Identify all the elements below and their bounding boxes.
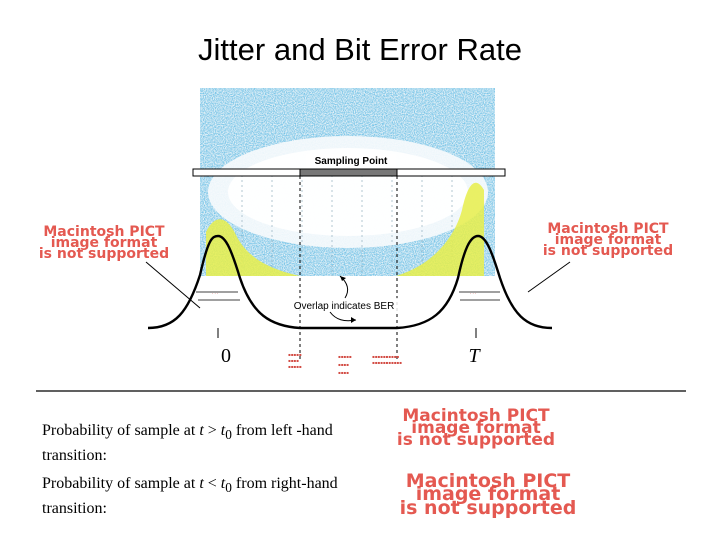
svg-text:· · ·: · · · — [212, 291, 218, 296]
overlap-label: Overlap indicates BER — [294, 301, 395, 312]
svg-text:is not supported: is not supported — [543, 243, 673, 259]
svg-text:▪▪▪▪▪: ▪▪▪▪▪ — [338, 354, 352, 359]
svg-text:is not supported: is not supported — [397, 430, 555, 450]
svg-text:image format: image format — [416, 483, 561, 505]
left-connector — [145, 261, 201, 309]
svg-text:▪▪▪▪: ▪▪▪▪ — [338, 362, 349, 367]
svg-text:image format: image format — [51, 235, 158, 251]
svg-text:Macintosh PICT: Macintosh PICT — [406, 470, 571, 492]
probability-left-text: Probability of sample at t > t0 from lef… — [42, 422, 333, 465]
tick-zero-label: 0 — [221, 345, 231, 367]
probability-right-text: Probability of sample at t < t0 from rig… — [42, 475, 338, 518]
pict-placeholder-right: Macintosh PICT image format is not suppo… — [543, 221, 673, 259]
pict-placeholder-formula-1: Macintosh PICT image format is not suppo… — [397, 406, 555, 450]
left-jitter-curve — [147, 234, 301, 330]
svg-text:image format: image format — [555, 232, 662, 248]
svg-text:▪▪▪▪: ▪▪▪▪ — [288, 358, 299, 363]
tiny-pict-placeholders: ▪▪▪▪▪ ▪▪▪▪ ▪▪▪▪▪ ▪▪▪▪▪ ▪▪▪▪ ▪▪▪▪ ▪▪▪▪▪▪▪… — [288, 352, 402, 375]
slide-title: Jitter and Bit Error Rate — [198, 32, 522, 67]
svg-text:▪▪▪▪▪: ▪▪▪▪▪ — [288, 364, 302, 369]
svg-text:Macintosh PICT: Macintosh PICT — [43, 224, 165, 240]
pict-placeholder-formula-2: Macintosh PICT image format is not suppo… — [400, 470, 577, 519]
svg-text:· · ·: · · · — [470, 291, 476, 296]
svg-text:▪▪▪▪: ▪▪▪▪ — [338, 370, 349, 375]
svg-text:Macintosh PICT: Macintosh PICT — [547, 221, 669, 237]
right-width-arrow — [459, 291, 500, 301]
svg-text:▪▪▪▪▪▪▪▪▪▪: ▪▪▪▪▪▪▪▪▪▪ — [372, 354, 399, 359]
right-jitter-curve — [396, 234, 553, 330]
svg-text:is not supported: is not supported — [39, 246, 169, 262]
left-overlap-region — [206, 219, 300, 276]
svg-text:▪▪▪▪▪▪▪▪▪▪▪: ▪▪▪▪▪▪▪▪▪▪▪ — [372, 360, 402, 365]
sampling-point-label: Sampling Point — [315, 156, 388, 167]
right-connector — [527, 261, 571, 293]
svg-text:is not supported: is not supported — [400, 497, 577, 519]
svg-text:▪▪▪▪▪: ▪▪▪▪▪ — [288, 352, 302, 357]
right-overlap-region — [396, 182, 484, 276]
svg-text:Macintosh PICT: Macintosh PICT — [402, 406, 550, 426]
svg-text:image format: image format — [411, 418, 540, 438]
tick-T-label: T — [468, 345, 481, 367]
left-width-arrow — [196, 291, 240, 301]
pict-placeholder-left: Macintosh PICT image format is not suppo… — [39, 224, 169, 262]
sampling-point-bar — [192, 168, 506, 360]
